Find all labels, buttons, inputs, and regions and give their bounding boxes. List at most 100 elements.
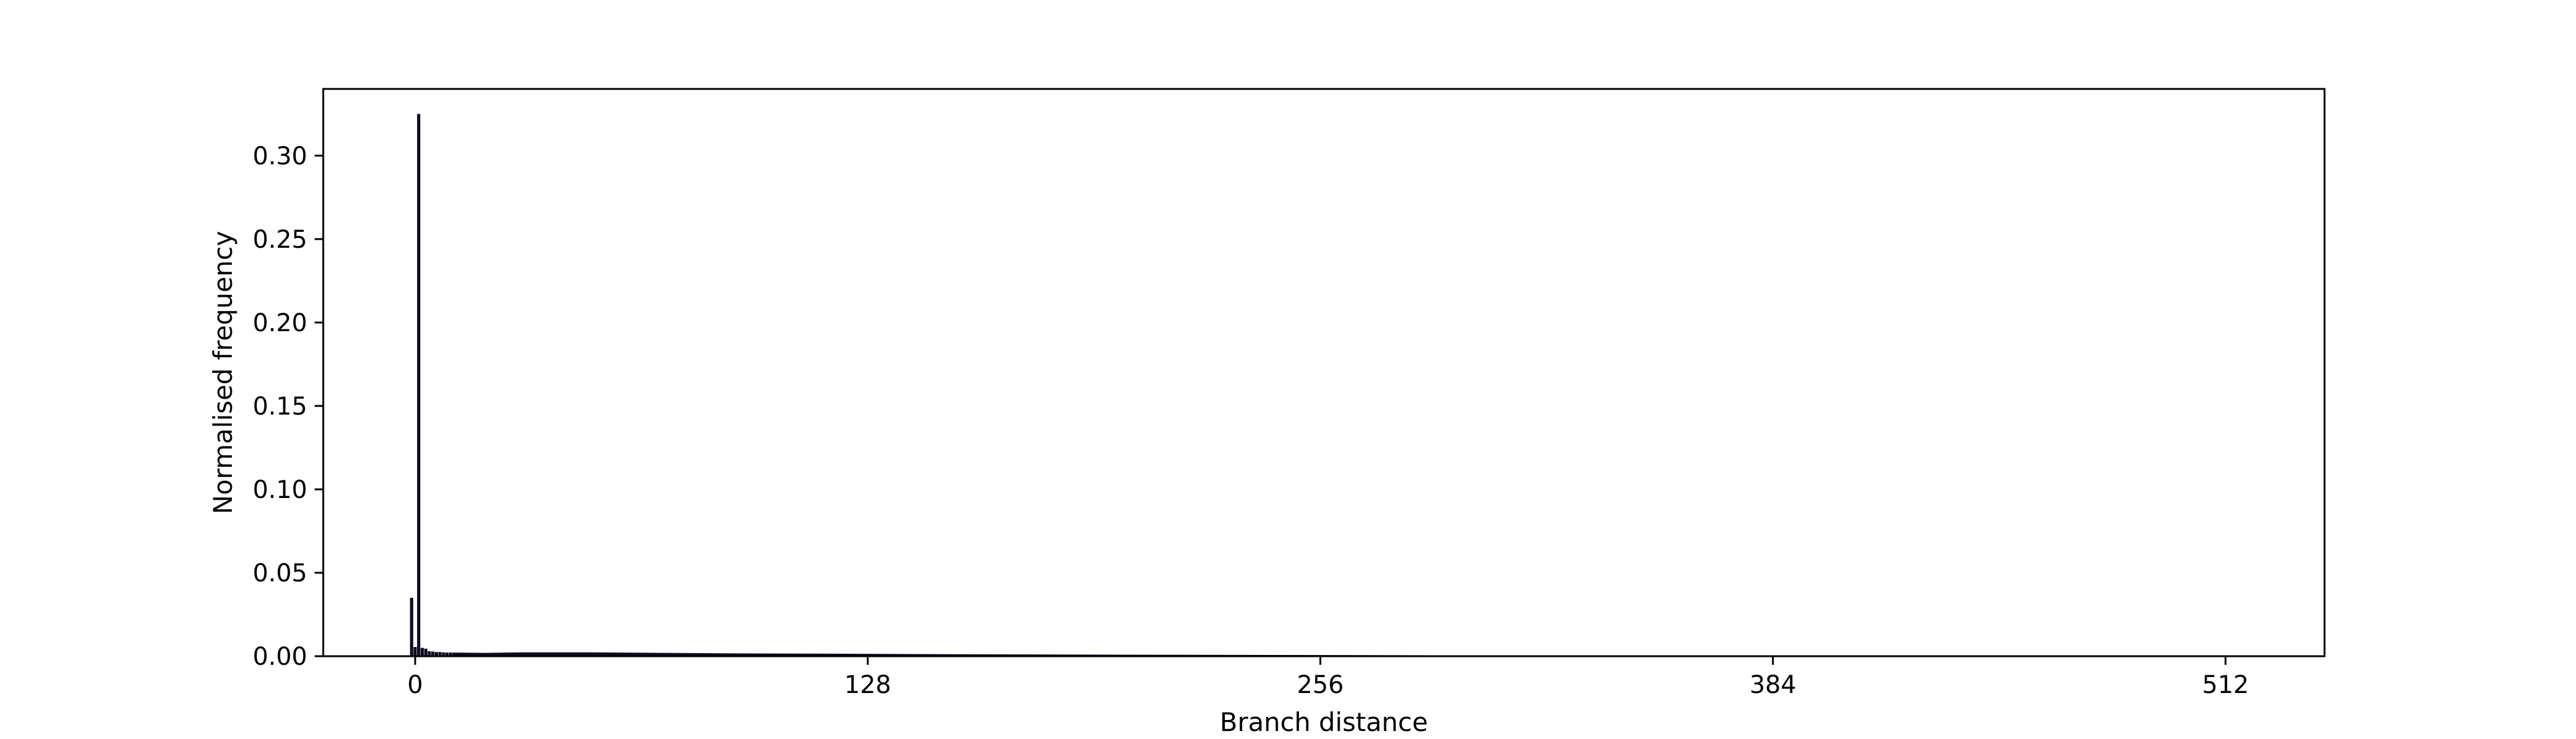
- histogram-tail-bar: [682, 653, 686, 656]
- x-tick-label: 512: [2202, 671, 2248, 699]
- histogram-tail-bar: [813, 653, 817, 656]
- histogram-tail-bar: [654, 653, 658, 656]
- histogram-tail-bar: [600, 652, 605, 656]
- histogram-bar: [442, 652, 445, 656]
- histogram-tail-bar: [530, 652, 534, 656]
- histogram-tail-bar: [781, 653, 785, 656]
- histogram-bar: [448, 653, 453, 656]
- histogram-tail-bar: [940, 654, 945, 656]
- histogram-tail-bar: [473, 653, 478, 656]
- histogram-tail-bar: [791, 653, 796, 656]
- histogram-tail-bar: [795, 653, 799, 656]
- histogram-tail-bar: [841, 653, 845, 656]
- histogram-tail-bar: [951, 654, 955, 656]
- histogram-tail-bar: [989, 654, 994, 656]
- histogram-tail-bar: [661, 653, 665, 656]
- histogram-tail-bar: [668, 653, 672, 656]
- histogram-tail-bar: [933, 654, 937, 656]
- histogram-tail-bar: [897, 654, 902, 656]
- histogram-tail-bar: [862, 654, 867, 656]
- histogram-tail-bar: [742, 653, 746, 656]
- histogram-tail-bar: [657, 653, 662, 656]
- histogram-tail-bar: [534, 652, 538, 656]
- plot-frame: [322, 88, 2326, 657]
- histogram-tail-bar: [979, 654, 983, 656]
- histogram-tail-bar: [830, 653, 835, 656]
- histogram-tail-bar: [957, 654, 962, 656]
- histogram-tail-bar: [671, 653, 676, 656]
- histogram-tail-bar: [965, 654, 969, 656]
- histogram-tail-bar: [537, 652, 542, 656]
- histogram-tail-bar: [480, 653, 485, 656]
- histogram-tail-bar: [943, 654, 948, 656]
- y-axis-label: Normalised frequency: [208, 231, 238, 514]
- histogram-tail-bar: [823, 653, 828, 656]
- histogram-tail-bar: [636, 653, 640, 656]
- histogram-tail-bar: [611, 652, 616, 656]
- histogram-tail-bar: [565, 652, 570, 656]
- histogram-tail-bar: [650, 653, 654, 656]
- histogram-tail-bar: [707, 653, 711, 656]
- histogram-tail-bar: [685, 653, 690, 656]
- histogram-tail-bar: [728, 653, 732, 656]
- histogram-tail-bar: [594, 652, 598, 656]
- histogram-tail-bar: [678, 653, 683, 656]
- histogram-tail-bar: [848, 654, 853, 656]
- histogram-tail-bar: [929, 654, 934, 656]
- histogram-tail-bar: [738, 653, 743, 656]
- histogram-tail-bar: [883, 654, 888, 656]
- histogram-tail-bar: [784, 653, 789, 656]
- histogram-tail-bar: [508, 652, 513, 656]
- y-tick-label: 0.20: [253, 309, 307, 337]
- histogram-tail-bar: [926, 654, 930, 656]
- histogram-tail-bar: [968, 654, 973, 656]
- histogram-tail-bar: [834, 653, 838, 656]
- histogram-tail-bar: [470, 653, 474, 656]
- histogram-tail-bar: [643, 653, 648, 656]
- histogram-tail-bar: [947, 654, 951, 656]
- histogram-tail-bar: [887, 654, 891, 656]
- histogram-tail-bar: [937, 654, 941, 656]
- y-axis-ticks: 0.00 0.05 0.10 0.15 0.20 0.25 0.30: [253, 142, 323, 671]
- histogram-tail-bar: [753, 653, 757, 656]
- histogram-tail-bar: [873, 654, 877, 656]
- histogram-tail-bar: [869, 654, 874, 656]
- histogram-tail-bar: [608, 652, 612, 656]
- histogram-tail-bar: [639, 653, 644, 656]
- histogram-tail-bar: [788, 653, 792, 656]
- histogram-tail-bar: [986, 654, 991, 656]
- histogram-tail-bar: [710, 653, 715, 656]
- histogram-tail-bar: [714, 653, 718, 656]
- histogram-tail-bar: [865, 654, 870, 656]
- histogram-tail-bar: [462, 653, 467, 656]
- histogram-tail-bar: [494, 653, 499, 656]
- histogram-tail-bar: [983, 654, 987, 656]
- histogram-tail-bar: [579, 652, 584, 656]
- histogram-tail-bar: [491, 653, 496, 656]
- histogram-tail-bar: [819, 653, 824, 656]
- histogram-tail-bar: [745, 653, 750, 656]
- x-tick-label: 256: [1297, 671, 1344, 699]
- histogram-tail-bar: [523, 652, 527, 656]
- histogram-tail-bar: [809, 653, 814, 656]
- histogram-tail-bar: [961, 654, 965, 656]
- histogram-bar: [417, 113, 421, 656]
- histogram-tail-bar: [908, 654, 913, 656]
- histogram-tail-bar: [972, 654, 976, 656]
- histogram-tail-bar: [827, 653, 831, 656]
- histogram-tail-bar: [894, 654, 899, 656]
- histogram-tail-bar: [558, 652, 562, 656]
- histogram-tail-bar: [562, 652, 566, 656]
- histogram-tail-bar: [759, 653, 764, 656]
- histogram-tail-bar: [618, 653, 623, 656]
- histogram-bar: [413, 647, 417, 656]
- histogram-tail-bar: [905, 654, 909, 656]
- histogram-tail-bar: [901, 654, 905, 656]
- histogram-tail-bar: [876, 654, 881, 656]
- histogram-tail-bar: [484, 653, 488, 656]
- histogram-tail-bar: [756, 653, 761, 656]
- y-tick-label: 0.30: [253, 142, 307, 170]
- histogram-tail-bar: [770, 653, 775, 656]
